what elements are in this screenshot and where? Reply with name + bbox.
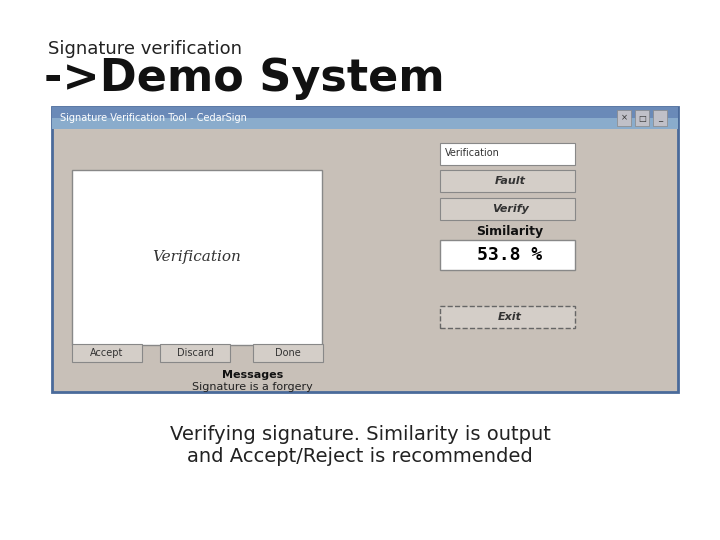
Bar — [72, 170, 322, 345]
Bar — [653, 110, 667, 126]
Bar — [52, 118, 678, 129]
Bar — [440, 170, 575, 192]
Text: 53.8 %: 53.8 % — [477, 246, 543, 264]
Text: Similarity: Similarity — [477, 226, 544, 239]
Bar — [440, 143, 575, 165]
Text: Signature verification: Signature verification — [48, 40, 242, 58]
Text: Verifying signature. Similarity is output
and Accept/Reject is recommended: Verifying signature. Similarity is outpu… — [170, 425, 550, 466]
Text: Messages: Messages — [222, 370, 283, 380]
Text: Done: Done — [275, 348, 301, 358]
Text: Signature is a forgery: Signature is a forgery — [192, 382, 312, 392]
Bar — [52, 107, 678, 392]
Text: Verification: Verification — [153, 251, 241, 265]
Text: _: _ — [658, 113, 662, 123]
Text: Signature Verification Tool - CedarSign: Signature Verification Tool - CedarSign — [60, 113, 247, 123]
Bar — [52, 107, 678, 129]
Bar — [617, 110, 631, 126]
Bar — [440, 240, 575, 270]
Text: Accept: Accept — [90, 348, 124, 358]
Text: Verification: Verification — [445, 148, 500, 158]
Bar — [253, 344, 323, 362]
Text: Verify: Verify — [492, 204, 528, 214]
Bar — [160, 344, 230, 362]
Text: Discard: Discard — [176, 348, 213, 358]
Text: □: □ — [638, 113, 646, 123]
Bar — [440, 198, 575, 220]
Bar — [440, 306, 575, 328]
Text: Exit: Exit — [498, 312, 522, 322]
Text: ->Demo System: ->Demo System — [44, 57, 445, 100]
Text: ×: × — [621, 113, 628, 123]
Text: Fault: Fault — [495, 176, 526, 186]
Bar — [72, 344, 142, 362]
Bar — [635, 110, 649, 126]
